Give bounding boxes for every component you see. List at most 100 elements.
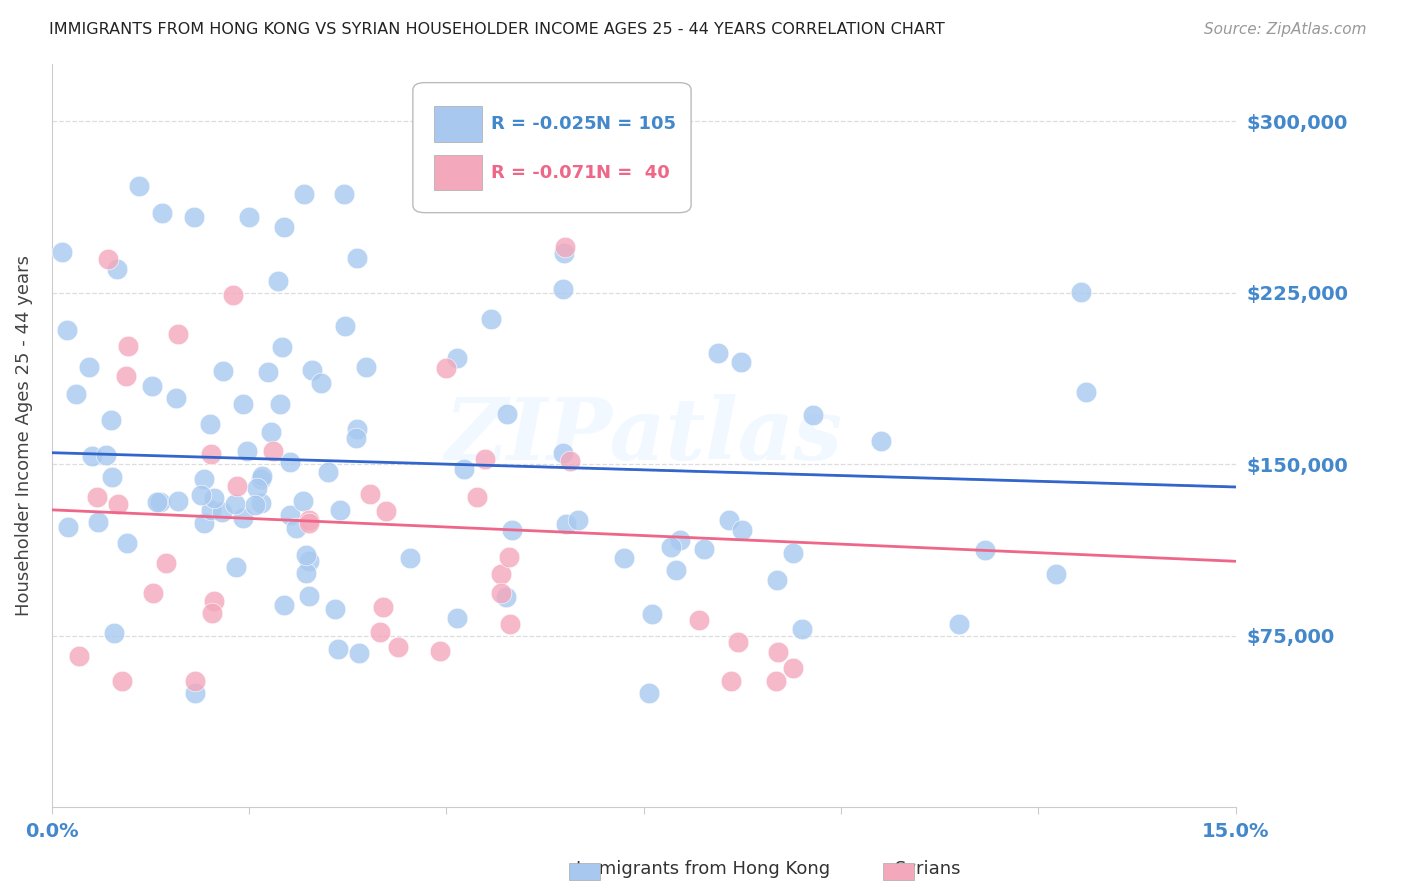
Point bbox=[249, 495, 271, 509]
Point bbox=[190, 488, 212, 502]
Point bbox=[250, 469, 273, 483]
Point bbox=[183, 674, 205, 689]
Point bbox=[474, 452, 496, 467]
Point bbox=[273, 220, 295, 235]
Text: R = -0.025: R = -0.025 bbox=[491, 115, 596, 133]
Point bbox=[67, 648, 90, 663]
Point bbox=[204, 594, 226, 608]
Point bbox=[551, 446, 574, 460]
Point bbox=[200, 417, 222, 432]
Point bbox=[236, 443, 259, 458]
Point bbox=[489, 586, 512, 600]
Point bbox=[260, 425, 283, 440]
Point bbox=[717, 513, 740, 527]
Point bbox=[273, 599, 295, 613]
Point bbox=[292, 494, 315, 508]
Point bbox=[344, 431, 367, 445]
Point bbox=[766, 644, 789, 658]
Point bbox=[269, 397, 291, 411]
Point bbox=[301, 363, 323, 377]
Point bbox=[200, 503, 222, 517]
Point bbox=[184, 686, 207, 700]
Point bbox=[329, 502, 352, 516]
Point bbox=[446, 351, 468, 365]
Point bbox=[446, 611, 468, 625]
Point bbox=[496, 407, 519, 421]
Point bbox=[323, 601, 346, 615]
Point bbox=[294, 548, 316, 562]
Point bbox=[292, 187, 315, 202]
Point bbox=[499, 616, 522, 631]
Point bbox=[730, 355, 752, 369]
Point bbox=[278, 455, 301, 469]
Point bbox=[555, 516, 578, 531]
Point bbox=[202, 491, 225, 505]
Point bbox=[271, 340, 294, 354]
Point bbox=[166, 493, 188, 508]
Point bbox=[669, 533, 692, 547]
Point bbox=[257, 365, 280, 379]
Point bbox=[141, 378, 163, 392]
Point bbox=[693, 541, 716, 556]
Point bbox=[495, 591, 517, 605]
Point bbox=[200, 447, 222, 461]
Point bbox=[731, 523, 754, 537]
Point bbox=[766, 573, 789, 587]
Point bbox=[801, 408, 824, 422]
Point bbox=[551, 282, 574, 296]
Text: N = 105: N = 105 bbox=[596, 115, 676, 133]
Point bbox=[498, 549, 520, 564]
Point bbox=[398, 551, 420, 566]
Point bbox=[225, 479, 247, 493]
Point bbox=[211, 505, 233, 519]
Y-axis label: Householder Income Ages 25 - 44 years: Householder Income Ages 25 - 44 years bbox=[15, 255, 32, 616]
Point bbox=[295, 566, 318, 581]
Point bbox=[335, 318, 357, 333]
Point bbox=[101, 470, 124, 484]
Point bbox=[86, 490, 108, 504]
Point bbox=[110, 674, 132, 689]
Point bbox=[117, 339, 139, 353]
Point bbox=[453, 462, 475, 476]
Point bbox=[115, 536, 138, 550]
Point bbox=[346, 422, 368, 436]
Point bbox=[298, 516, 321, 530]
Point bbox=[250, 472, 273, 486]
Point bbox=[489, 567, 512, 582]
Point bbox=[103, 625, 125, 640]
Point bbox=[150, 205, 173, 219]
Point bbox=[212, 364, 235, 378]
Point bbox=[688, 613, 710, 627]
Point bbox=[613, 551, 636, 566]
Point bbox=[222, 287, 245, 301]
Point bbox=[727, 635, 749, 649]
Point bbox=[183, 211, 205, 225]
Point bbox=[238, 211, 260, 225]
Text: Source: ZipAtlas.com: Source: ZipAtlas.com bbox=[1204, 22, 1367, 37]
Point bbox=[665, 563, 688, 577]
Point bbox=[285, 521, 308, 535]
Point bbox=[145, 495, 167, 509]
Point bbox=[165, 391, 187, 405]
Point bbox=[65, 387, 87, 401]
Point bbox=[94, 448, 117, 462]
Point bbox=[77, 359, 100, 374]
Point bbox=[346, 251, 368, 265]
Point bbox=[149, 495, 172, 509]
Point bbox=[100, 413, 122, 427]
Point bbox=[142, 586, 165, 600]
Point bbox=[782, 661, 804, 675]
Point bbox=[720, 674, 742, 689]
Point bbox=[87, 516, 110, 530]
Point bbox=[82, 450, 104, 464]
Point bbox=[232, 396, 254, 410]
Point bbox=[201, 606, 224, 620]
Point bbox=[479, 312, 502, 326]
Point bbox=[298, 554, 321, 568]
Point bbox=[429, 644, 451, 658]
Point bbox=[368, 624, 391, 639]
Text: Syrians: Syrians bbox=[894, 860, 962, 878]
Point bbox=[1074, 385, 1097, 400]
Text: N =  40: N = 40 bbox=[596, 163, 671, 182]
Point bbox=[359, 487, 381, 501]
